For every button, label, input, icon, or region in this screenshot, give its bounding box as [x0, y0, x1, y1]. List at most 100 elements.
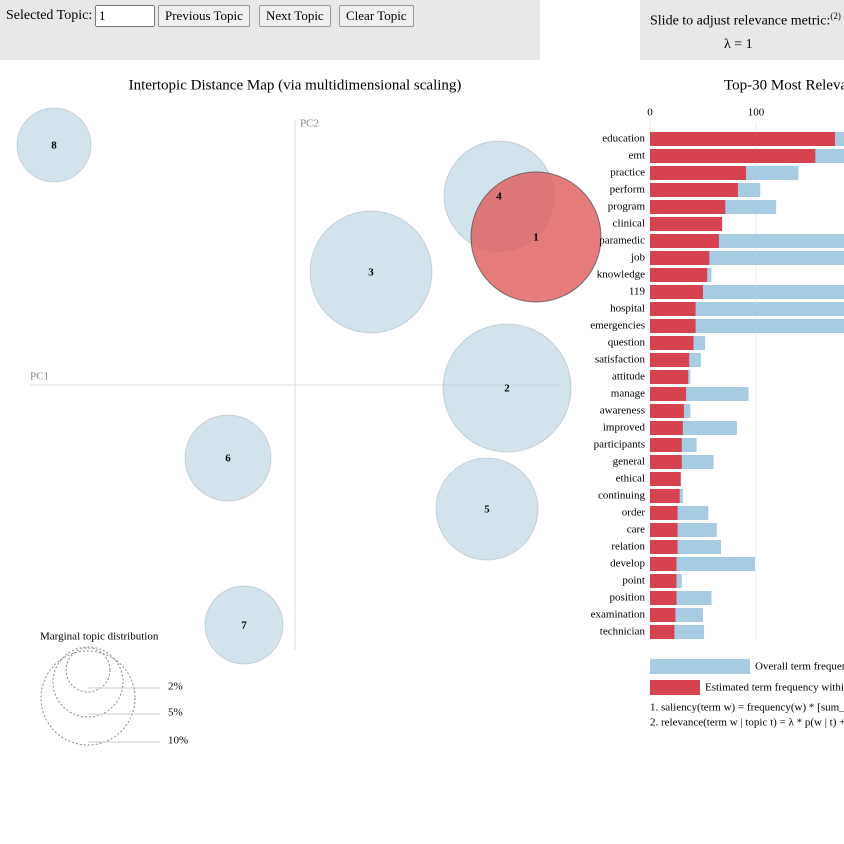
legend-swatch	[650, 680, 700, 695]
pc2-label: PC2	[300, 118, 319, 130]
topic-label: 7	[241, 620, 247, 632]
clear-button[interactable]: Clear Topic	[339, 5, 414, 27]
term-label: examination	[591, 609, 646, 621]
bar	[650, 319, 696, 333]
term-label: general	[613, 456, 645, 468]
marginal-circle	[65, 647, 111, 693]
bar	[650, 149, 816, 163]
topic-circle	[470, 171, 602, 303]
bar	[650, 166, 747, 180]
bar	[650, 285, 703, 299]
term-label: develop	[610, 558, 645, 570]
bar	[650, 438, 682, 452]
term-label: clinical	[613, 218, 645, 230]
term-label: education	[602, 133, 645, 145]
bar	[650, 370, 689, 384]
topic-input[interactable]	[95, 5, 155, 27]
legend-label: Estimated term frequency within the sele…	[705, 682, 844, 694]
marginal-circle	[40, 650, 136, 746]
prev-button[interactable]: Previous Topic	[158, 5, 250, 27]
bar	[650, 336, 694, 350]
slider-label: Slide to adjust relevance metric:(2)	[650, 11, 841, 30]
term-label: ethical	[616, 473, 645, 485]
marginal-circle	[52, 646, 124, 718]
term-label: emt	[629, 150, 646, 162]
topic-circle	[435, 457, 539, 561]
bar	[650, 625, 675, 639]
top-panel: Selected Topic: Previous Topic Next Topi…	[0, 0, 540, 60]
bar	[650, 217, 723, 231]
term-label: satisfaction	[595, 354, 646, 366]
bar	[650, 251, 710, 265]
topic-label: 4	[496, 191, 502, 203]
term-label: position	[610, 592, 646, 604]
slider-note: (2)	[830, 11, 841, 21]
bar	[650, 421, 683, 435]
topic-circle	[204, 585, 284, 665]
bar	[650, 200, 726, 214]
marginal-label: 5%	[168, 707, 183, 719]
term-label: hospital	[610, 303, 645, 315]
bar	[650, 574, 677, 588]
bar	[650, 523, 678, 537]
term-label: awareness	[600, 405, 645, 417]
topic-label: 1	[533, 232, 539, 244]
bar	[650, 387, 687, 401]
term-label: paramedic	[599, 235, 645, 247]
term-label: question	[608, 337, 646, 349]
bar	[650, 302, 696, 316]
topic-label: 8	[51, 140, 57, 152]
pc1-label: PC1	[30, 371, 49, 383]
term-label: order	[622, 507, 646, 519]
term-label: continuing	[598, 490, 646, 502]
bar	[650, 472, 681, 486]
term-label: practice	[610, 167, 645, 179]
map-title: Intertopic Distance Map (via multidimens…	[129, 77, 462, 93]
topic-label: 6	[225, 453, 231, 465]
bar	[650, 540, 678, 554]
bar	[650, 489, 680, 503]
slider-text: Slide to adjust relevance metric:	[650, 13, 831, 29]
slider-panel: Slide to adjust relevance metric:(2) λ =…	[640, 0, 844, 60]
term-label: program	[608, 201, 646, 213]
topic-circle	[442, 323, 572, 453]
x-tick-label: 0	[647, 107, 653, 119]
footnote: 1. saliency(term w) = frequency(w) * [su…	[650, 702, 844, 714]
topic-circle	[16, 107, 92, 183]
marginal-label: 2%	[168, 681, 183, 693]
bar	[650, 506, 678, 520]
bar-title: Top-30 Most Relevant Terms for Topic 1	[724, 77, 844, 93]
topic-label: 5	[484, 504, 490, 516]
term-label: perform	[610, 184, 646, 196]
topic-circle	[309, 210, 433, 334]
selected-label: Selected Topic:	[6, 8, 93, 23]
bar	[650, 132, 835, 146]
term-label: improved	[603, 422, 646, 434]
marginal-title: Marginal topic distribution	[40, 631, 159, 643]
term-label: emergencies	[590, 320, 645, 332]
term-label: job	[630, 252, 646, 264]
bar	[650, 353, 690, 367]
topic-label: 3	[368, 267, 374, 279]
bar	[650, 234, 719, 248]
topic-circle	[184, 414, 272, 502]
bar	[650, 302, 844, 316]
bar	[650, 557, 677, 571]
footnote: 2. relevance(term w | topic t) = λ * p(w…	[650, 717, 844, 729]
marginal-label: 10%	[168, 735, 188, 747]
term-label: 119	[629, 286, 646, 298]
term-label: technician	[600, 626, 646, 638]
bar	[650, 404, 684, 418]
term-label: manage	[611, 388, 645, 400]
topic-label: 2	[504, 383, 510, 395]
term-label: relation	[611, 541, 645, 553]
bar	[650, 591, 677, 605]
next-button[interactable]: Next Topic	[259, 5, 331, 27]
bar	[650, 608, 676, 622]
term-label: care	[627, 524, 645, 536]
legend-label: Overall term frequency	[755, 661, 844, 673]
legend-swatch	[650, 659, 750, 674]
bar	[650, 455, 682, 469]
